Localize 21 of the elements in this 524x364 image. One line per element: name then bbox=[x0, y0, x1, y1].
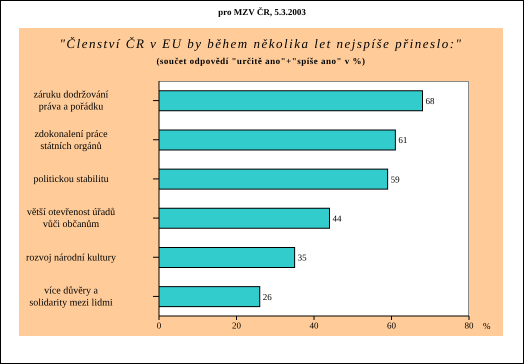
data-label: 68 bbox=[426, 96, 435, 106]
y-tick-label: politickou stabilitu bbox=[33, 173, 109, 184]
data-label: 59 bbox=[390, 174, 400, 184]
y-tick-label: rozvoj národní kultury bbox=[26, 252, 116, 263]
data-label: 44 bbox=[332, 213, 342, 224]
data-label: 61 bbox=[398, 135, 408, 146]
x-axis-title: % bbox=[483, 321, 491, 332]
data-label: 35 bbox=[298, 252, 308, 263]
data-label: 26 bbox=[262, 292, 272, 302]
x-tick-label: 60 bbox=[387, 320, 396, 330]
x-tick-label: 40 bbox=[310, 320, 319, 330]
y-tick-label: větší otevřenost úřadů vůči občanům bbox=[26, 206, 116, 230]
chart-title: "Členství ČR v EU by během několika let nejspíše přineslo:" bbox=[58, 36, 464, 52]
x-tick-label: 80 bbox=[464, 320, 474, 330]
y-tick-label: záruku dodržování práva a pořádku bbox=[34, 89, 109, 112]
chart-subtitle: (součet odpovědí "určitě ano"+"spíše ano" v %) bbox=[155, 56, 367, 66]
text: pro MZV ČR, 5.3.2003 bbox=[217, 7, 307, 17]
x-tick-label: 20 bbox=[232, 320, 242, 330]
y-tick-label: zdokonalení práce státních orgánů bbox=[34, 128, 108, 152]
y-tick-label: více důvěry a solidarity mezi lidmi bbox=[29, 284, 113, 308]
x-tick-label: 0 bbox=[156, 320, 162, 330]
